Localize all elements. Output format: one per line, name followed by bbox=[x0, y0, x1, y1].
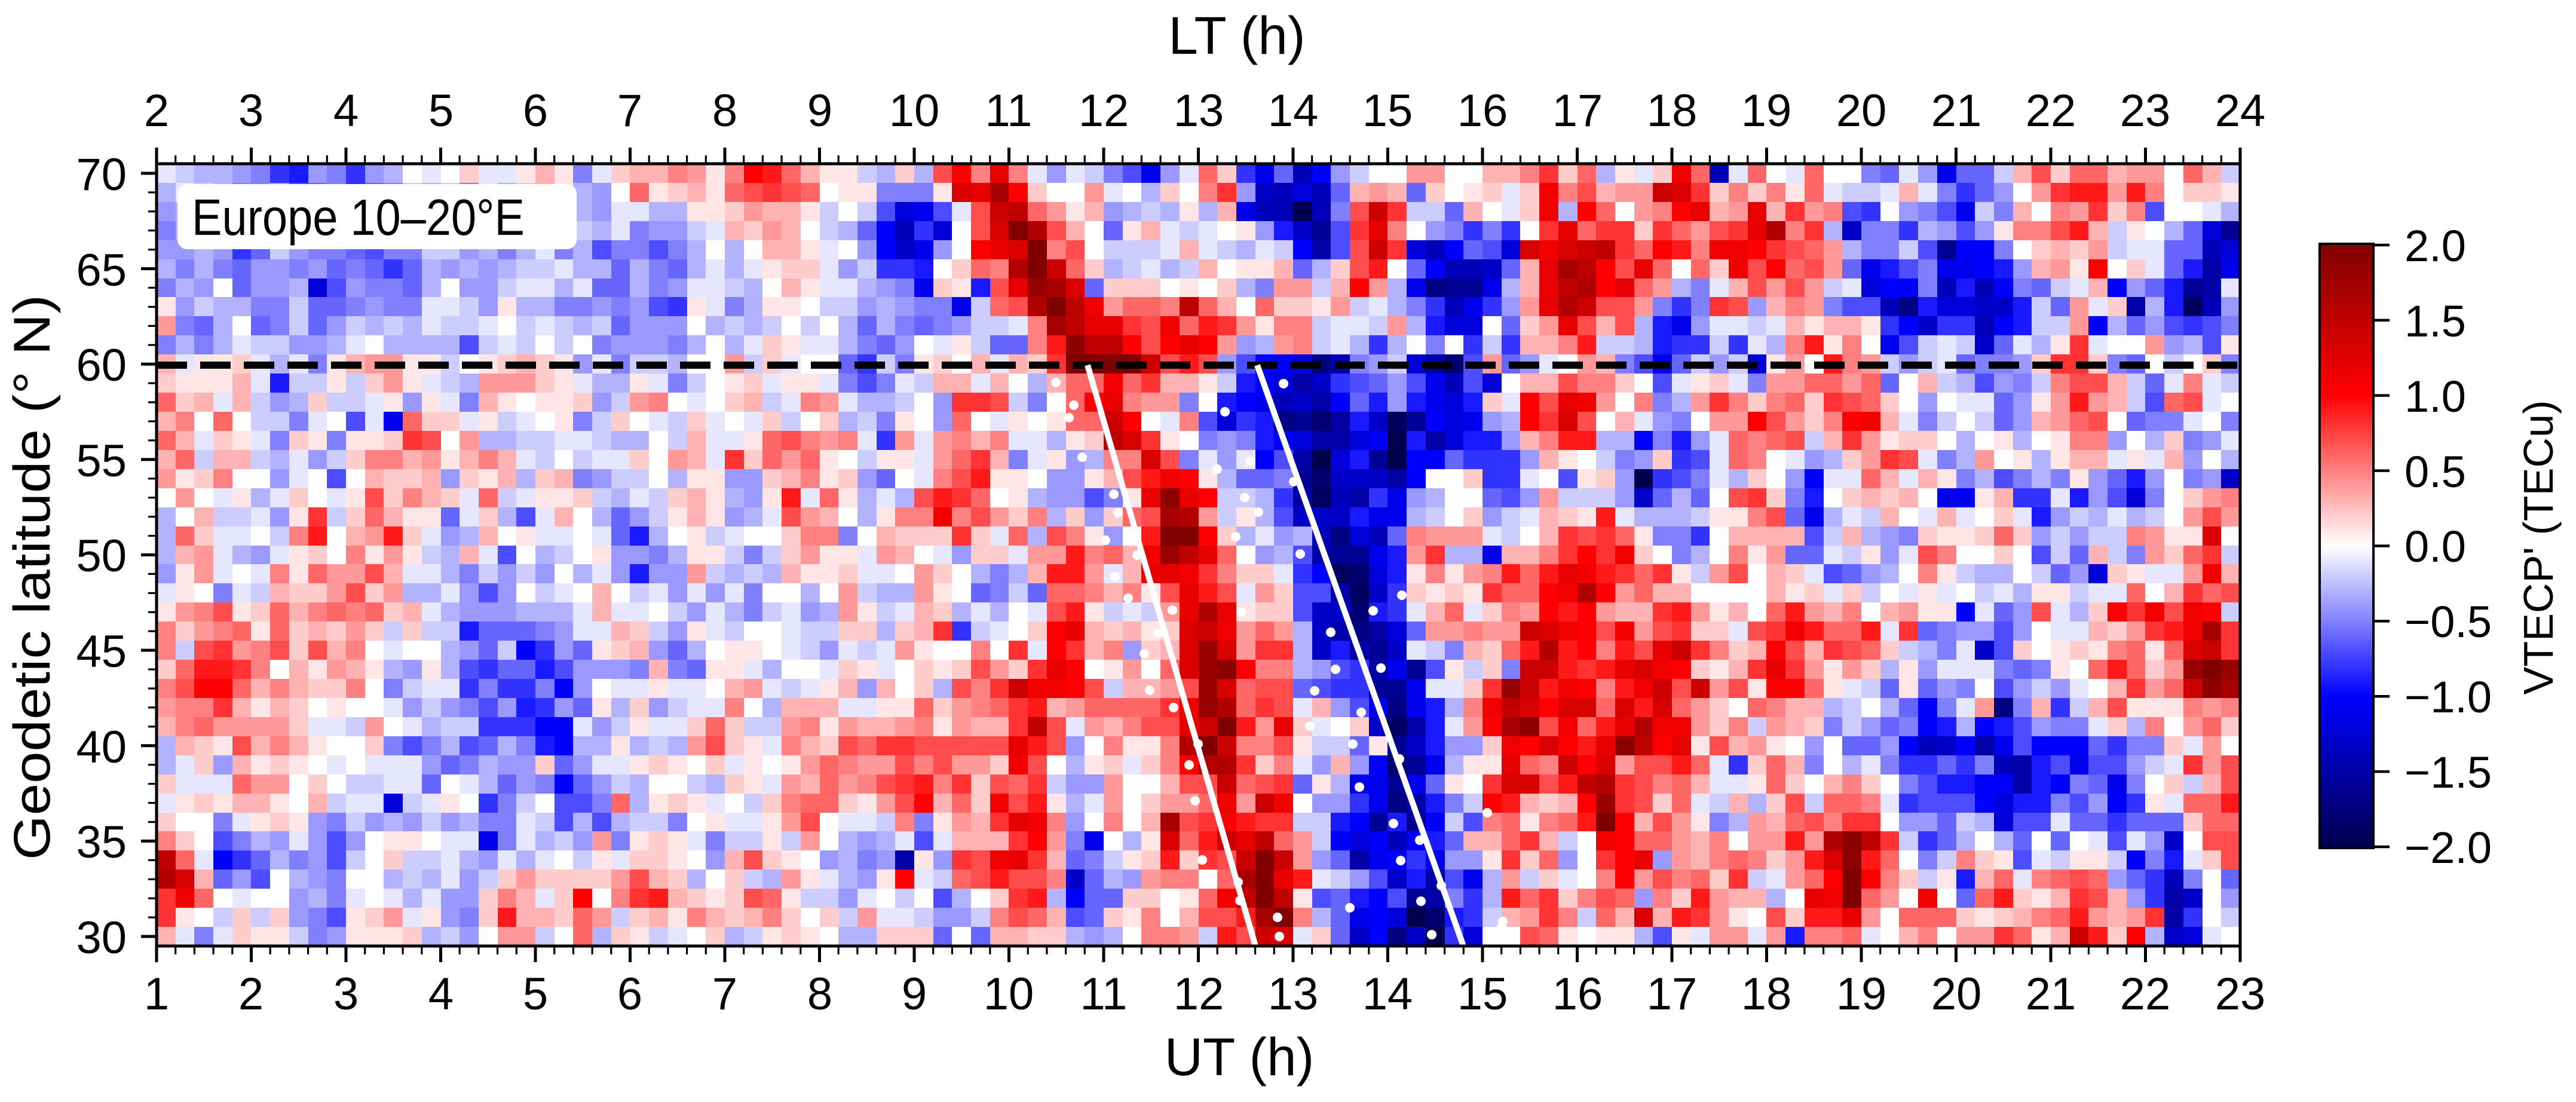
svg-text:0.5: 0.5 bbox=[2405, 447, 2466, 497]
svg-text:30: 30 bbox=[76, 913, 127, 963]
svg-text:5: 5 bbox=[523, 969, 548, 1020]
svg-text:20: 20 bbox=[1931, 969, 1982, 1020]
svg-text:17: 17 bbox=[1647, 969, 1698, 1020]
svg-text:35: 35 bbox=[76, 817, 127, 868]
svg-text:12: 12 bbox=[1174, 969, 1224, 1020]
svg-text:55: 55 bbox=[76, 436, 127, 486]
svg-text:50: 50 bbox=[76, 531, 127, 581]
svg-text:1.5: 1.5 bbox=[2405, 296, 2466, 346]
svg-text:10: 10 bbox=[889, 85, 940, 136]
svg-text:0.0: 0.0 bbox=[2405, 522, 2466, 571]
svg-text:2: 2 bbox=[238, 969, 264, 1020]
svg-text:11: 11 bbox=[1080, 969, 1128, 1020]
svg-text:−2.0: −2.0 bbox=[2405, 823, 2492, 873]
svg-text:19: 19 bbox=[1836, 969, 1887, 1020]
svg-text:21: 21 bbox=[2026, 969, 2076, 1020]
svg-text:6: 6 bbox=[617, 969, 642, 1020]
svg-text:7: 7 bbox=[712, 969, 737, 1020]
svg-text:45: 45 bbox=[76, 626, 127, 677]
svg-text:40: 40 bbox=[76, 722, 127, 773]
svg-text:VTECP' (TECu): VTECP' (TECu) bbox=[2515, 400, 2562, 695]
svg-text:3: 3 bbox=[333, 969, 359, 1020]
svg-text:60: 60 bbox=[76, 340, 127, 391]
svg-text:16: 16 bbox=[1552, 969, 1603, 1020]
svg-text:1: 1 bbox=[144, 969, 169, 1020]
svg-text:23: 23 bbox=[2120, 85, 2171, 136]
svg-text:5: 5 bbox=[428, 85, 454, 136]
svg-text:20: 20 bbox=[1836, 85, 1887, 136]
svg-text:7: 7 bbox=[617, 85, 642, 136]
svg-text:8: 8 bbox=[712, 85, 737, 136]
svg-text:6: 6 bbox=[523, 85, 548, 136]
svg-text:9: 9 bbox=[807, 85, 832, 136]
svg-text:15: 15 bbox=[1457, 969, 1508, 1020]
svg-text:10: 10 bbox=[984, 969, 1034, 1020]
svg-text:11: 11 bbox=[985, 85, 1033, 136]
svg-text:70: 70 bbox=[76, 149, 127, 200]
svg-text:UT (h): UT (h) bbox=[1165, 1027, 1315, 1086]
svg-text:1.0: 1.0 bbox=[2405, 372, 2466, 421]
svg-text:19: 19 bbox=[1741, 85, 1792, 136]
svg-text:21: 21 bbox=[1931, 85, 1982, 136]
svg-text:22: 22 bbox=[2120, 969, 2171, 1020]
svg-text:2: 2 bbox=[144, 85, 169, 136]
svg-text:14: 14 bbox=[1362, 969, 1413, 1020]
svg-text:23: 23 bbox=[2215, 969, 2266, 1020]
svg-text:Europe 10–20°E: Europe 10–20°E bbox=[192, 189, 525, 246]
svg-text:Geodetic latitude (° N): Geodetic latitude (° N) bbox=[4, 295, 61, 860]
svg-text:−0.5: −0.5 bbox=[2405, 597, 2492, 647]
svg-text:22: 22 bbox=[2026, 85, 2076, 136]
svg-text:−1.0: −1.0 bbox=[2405, 672, 2492, 722]
svg-text:9: 9 bbox=[902, 969, 927, 1020]
svg-text:13: 13 bbox=[1174, 85, 1224, 136]
svg-text:15: 15 bbox=[1362, 85, 1413, 136]
svg-text:24: 24 bbox=[2215, 85, 2266, 136]
svg-text:65: 65 bbox=[76, 245, 127, 296]
svg-text:4: 4 bbox=[333, 85, 359, 136]
svg-text:12: 12 bbox=[1079, 85, 1129, 136]
svg-text:18: 18 bbox=[1741, 969, 1792, 1020]
svg-text:2.0: 2.0 bbox=[2405, 221, 2466, 271]
svg-text:LT (h): LT (h) bbox=[1168, 5, 1305, 65]
svg-text:18: 18 bbox=[1647, 85, 1698, 136]
svg-text:3: 3 bbox=[238, 85, 264, 136]
svg-text:14: 14 bbox=[1268, 85, 1319, 136]
svg-text:17: 17 bbox=[1552, 85, 1603, 136]
svg-text:13: 13 bbox=[1268, 969, 1319, 1020]
svg-text:16: 16 bbox=[1457, 85, 1508, 136]
svg-text:−1.5: −1.5 bbox=[2405, 748, 2492, 797]
svg-text:4: 4 bbox=[428, 969, 454, 1020]
svg-text:8: 8 bbox=[807, 969, 832, 1020]
